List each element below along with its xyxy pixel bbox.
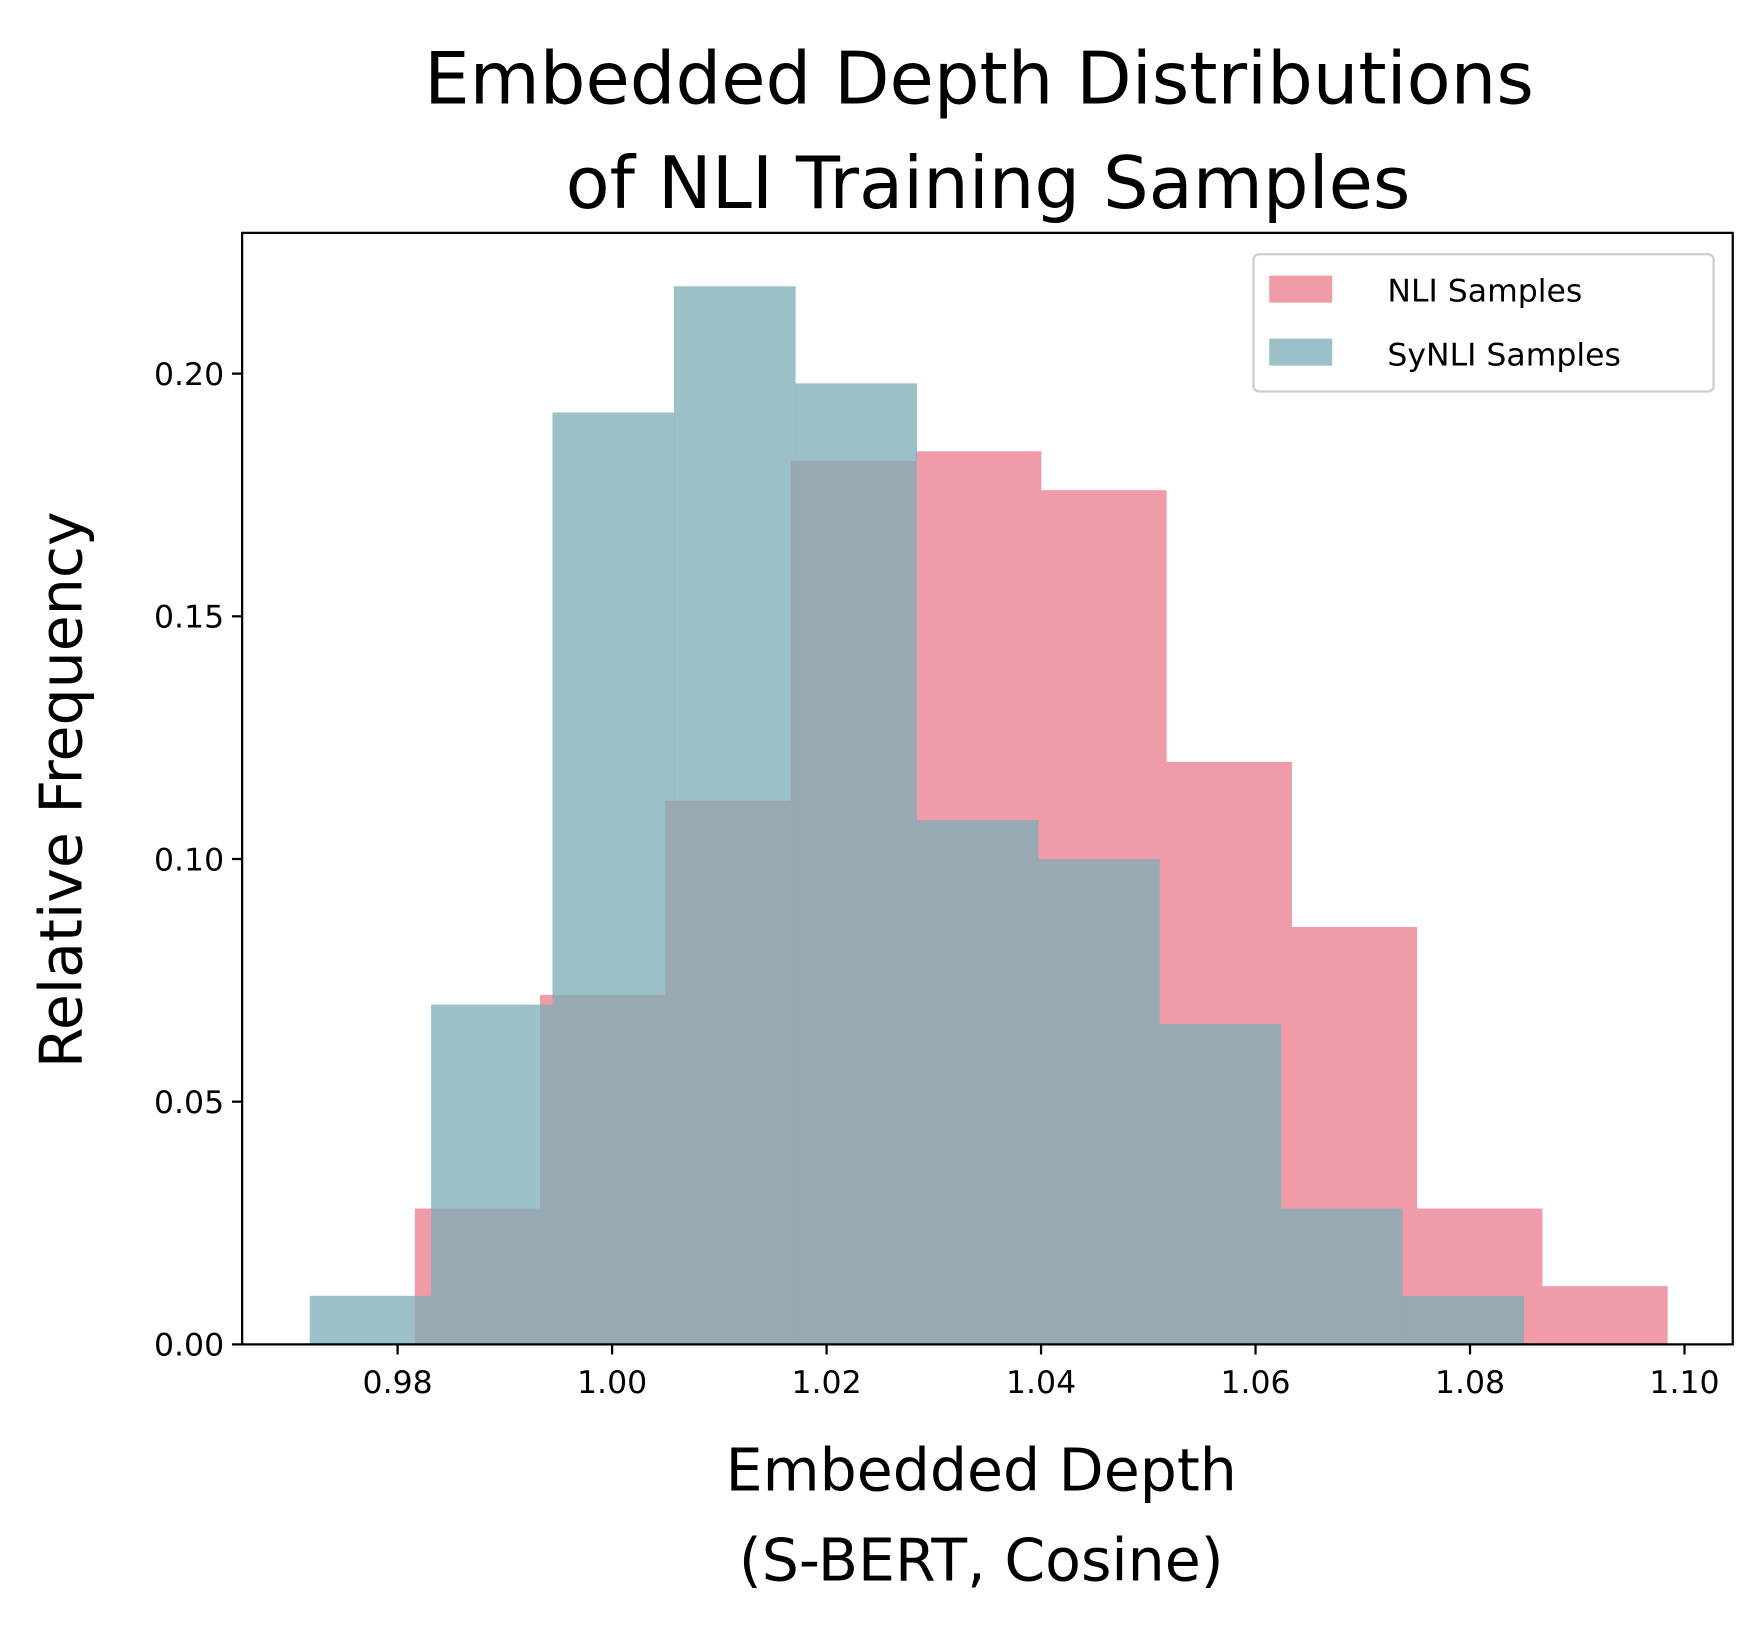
y-tick-label: 0.15 — [154, 600, 224, 636]
bar-synli-9 — [1402, 1295, 1524, 1345]
x-tick-label: 0.98 — [363, 1365, 433, 1401]
bar-synli-6 — [1038, 859, 1160, 1345]
bar-synli-0 — [309, 1295, 432, 1345]
legend-label-synli: SyNLI Samples — [1387, 338, 1621, 374]
x-tick-label: 1.08 — [1435, 1365, 1505, 1401]
y-tick-label: 0.00 — [154, 1328, 224, 1364]
legend-label-nli: NLI Samples — [1387, 274, 1582, 310]
bar-synli-4 — [795, 383, 917, 1345]
bar-synli-5 — [916, 820, 1039, 1345]
y-tick-label: 0.05 — [154, 1085, 224, 1121]
x-tick-label: 1.10 — [1649, 1365, 1719, 1401]
y-axis-label: Relative Frequency — [27, 511, 95, 1068]
bar-synli-7 — [1159, 1024, 1282, 1345]
synli-bars — [309, 286, 1524, 1345]
x-axis-label-line-2: (S-BERT, Cosine) — [739, 1527, 1224, 1595]
bar-nli-9 — [1542, 1286, 1668, 1345]
bar-synli-3 — [673, 286, 796, 1345]
x-tick-label: 1.06 — [1220, 1365, 1290, 1401]
x-axis-label-line-1: Embedded Depth — [726, 1437, 1237, 1505]
y-axis: 0.00 0.05 0.10 0.15 0.20 — [154, 357, 243, 1364]
x-tick-label: 1.04 — [1006, 1365, 1076, 1401]
x-axis: 0.98 1.00 1.02 1.04 1.06 1.08 1.10 — [363, 1344, 1720, 1401]
bar-synli-2 — [552, 412, 675, 1345]
y-tick-label: 0.10 — [154, 842, 224, 878]
y-tick-label: 0.20 — [154, 357, 224, 393]
chart-title-line-2: of NLI Training Samples — [566, 141, 1411, 225]
legend-swatch-synli — [1269, 338, 1333, 366]
x-tick-label: 1.02 — [792, 1365, 862, 1401]
plot-frame — [241, 231, 1734, 1346]
legend-box — [1252, 253, 1715, 393]
bar-synli-1 — [431, 1004, 553, 1345]
chart-title-line-1: Embedded Depth Distributions — [424, 37, 1534, 121]
bar-synli-8 — [1280, 1208, 1403, 1345]
x-tick-label: 1.00 — [577, 1365, 647, 1401]
legend: NLI Samples SyNLI Samples — [1252, 253, 1715, 393]
legend-swatch-nli — [1269, 275, 1333, 303]
